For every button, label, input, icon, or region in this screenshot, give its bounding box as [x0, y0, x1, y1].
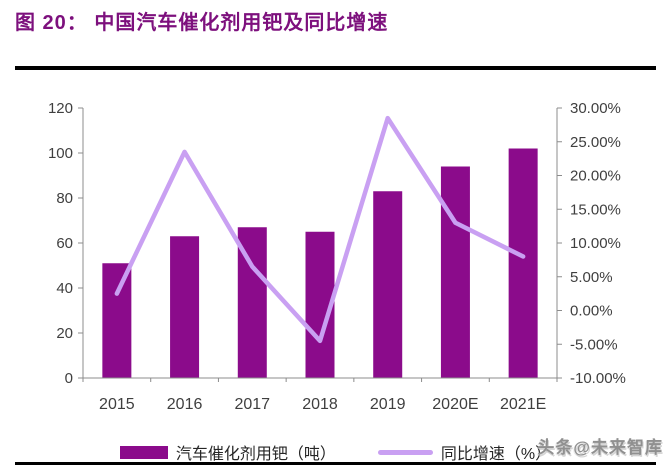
left-tick-label-80: 80 — [56, 190, 73, 207]
x-label-2020E: 2020E — [432, 396, 478, 413]
watermark: 头条@未来智库 — [537, 438, 663, 457]
bar-series-swatch — [119, 445, 168, 459]
right-tick-label-3: 5.00% — [570, 269, 613, 286]
right-tick-label-2: 0.00% — [570, 303, 613, 320]
x-label-2017: 2017 — [234, 396, 270, 413]
figure-title: 图 20： 中国汽车催化剂用钯及同比增速 — [15, 12, 389, 34]
title-divider-rule — [15, 66, 656, 70]
growth-line — [114, 115, 526, 344]
x-label-2016: 2016 — [167, 396, 203, 413]
bar-2019 — [373, 191, 403, 378]
right-tick-label-5: 15.00% — [570, 201, 621, 218]
right-tick-label-7: 25.00% — [570, 134, 621, 151]
left-tick-label-0: 0 — [65, 370, 73, 387]
right-tick-label-8: 30.00% — [570, 100, 621, 117]
x-label-2021E: 2021E — [500, 396, 546, 413]
right-tick-label-6: 20.00% — [570, 168, 621, 185]
legend-label-palladium: 汽车催化剂用钯（吨） — [175, 446, 336, 463]
legend-item-palladium: 汽车催化剂用钯（吨） — [119, 440, 336, 464]
bar-2016 — [170, 236, 200, 378]
x-label-2018: 2018 — [302, 396, 338, 413]
bar-2021E — [508, 148, 538, 378]
bottom-rule — [15, 462, 656, 465]
combo-chart: 0 20 40 60 80 100 120 -10.00% -5.00% 0.00% 5.00% 10… — [48, 100, 626, 413]
x-label-2015: 2015 — [99, 396, 135, 413]
left-tick-label-60: 60 — [56, 235, 73, 252]
right-tick-label-4: 10.00% — [570, 235, 621, 252]
left-tick-label-100: 100 — [48, 145, 73, 162]
chart-legend: 汽车催化剂用钯（吨） 同比增速（%） — [0, 440, 671, 464]
bar-2015 — [102, 263, 132, 378]
left-tick-label-120: 120 — [48, 100, 73, 117]
line-series-swatch — [377, 449, 433, 455]
x-label-2019: 2019 — [370, 396, 406, 413]
legend-item-growth: 同比增速（%） — [377, 440, 552, 464]
legend-label-growth: 同比增速（%） — [440, 446, 552, 463]
right-tick-label-1: -5.00% — [570, 336, 618, 353]
left-tick-label-40: 40 — [56, 280, 73, 297]
left-tick-label-20: 20 — [56, 325, 73, 342]
bar-2020E — [440, 166, 470, 378]
right-tick-label-0: -10.00% — [570, 370, 626, 387]
